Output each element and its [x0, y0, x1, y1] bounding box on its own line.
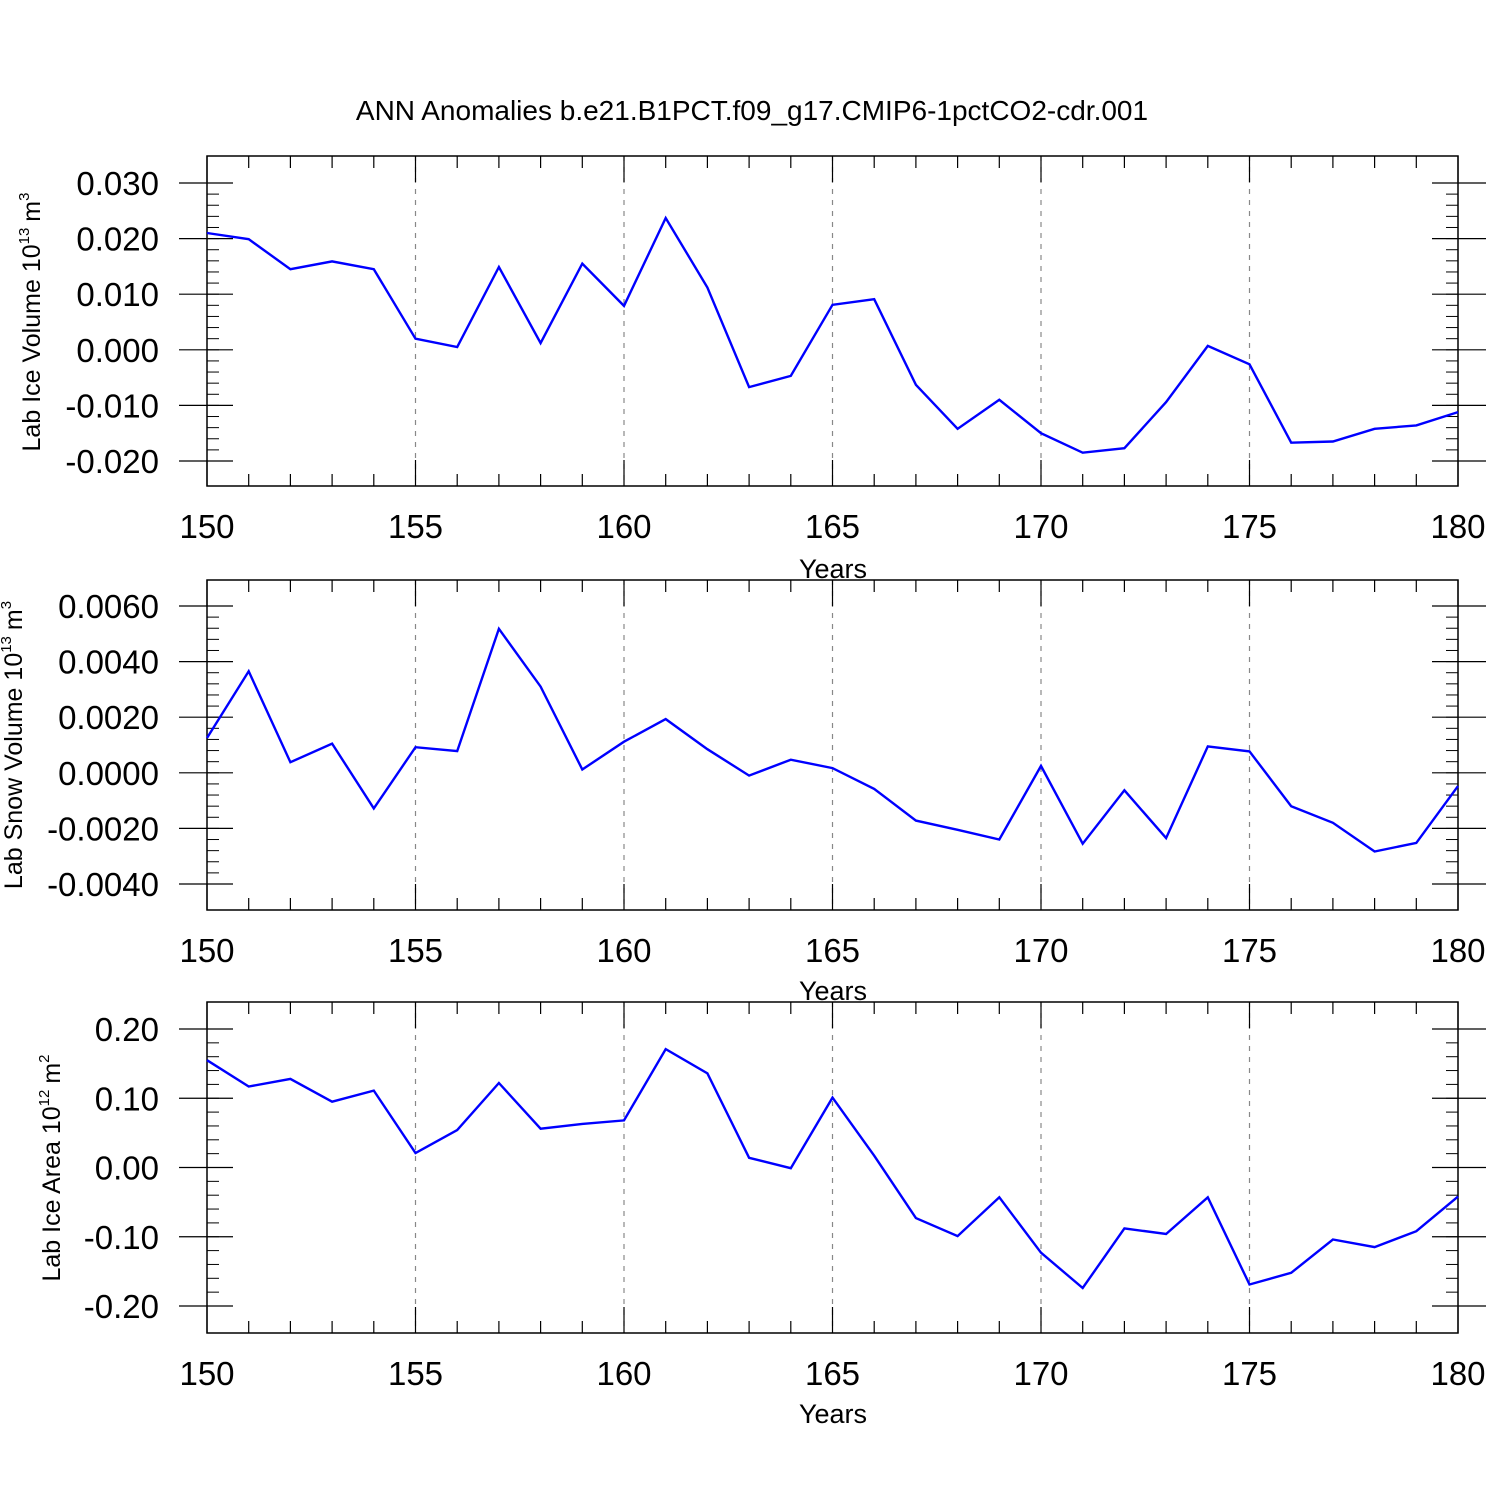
y-tick-label: 0.030 — [76, 165, 159, 202]
y-tick-label: -0.10 — [84, 1219, 159, 1256]
y-tick-label: 0.010 — [76, 276, 159, 313]
x-tick-label: 175 — [1222, 508, 1277, 545]
x-tick-label: 175 — [1222, 1355, 1277, 1392]
x-tick-label: 150 — [179, 1355, 234, 1392]
x-axis-label: Years — [799, 1399, 867, 1429]
x-tick-label: 155 — [388, 932, 443, 969]
x-tick-label: 150 — [179, 932, 234, 969]
x-tick-label: 180 — [1430, 1355, 1485, 1392]
x-axis-label: Years — [799, 554, 867, 584]
y-tick-label: -0.20 — [84, 1288, 159, 1325]
x-axis-label: Years — [799, 976, 867, 1006]
y-tick-label: 0.0060 — [58, 588, 159, 625]
x-tick-label: 160 — [596, 932, 651, 969]
y-tick-label: 0.0000 — [58, 755, 159, 792]
x-tick-label: 160 — [596, 1355, 651, 1392]
y-tick-label: -0.020 — [65, 443, 159, 480]
y-tick-label: 0.00 — [95, 1150, 159, 1187]
y-tick-label: 0.20 — [95, 1011, 159, 1048]
x-tick-label: 165 — [805, 932, 860, 969]
panels-group: -0.020 -0.010 0.000 0.010 0.020 0.030 150 155 16… — [0, 155, 1486, 1429]
panel-2: -0.0040 -0.0020 0.0000 0.0020 0.0040 0.0060 15… — [0, 579, 1486, 1006]
x-tick-label: 180 — [1430, 932, 1485, 969]
x-tick-label: 180 — [1430, 508, 1485, 545]
x-tick-label: 150 — [179, 508, 234, 545]
x-tick-label: 170 — [1013, 508, 1068, 545]
y-tick-label: -0.0040 — [47, 866, 159, 903]
x-tick-label: 165 — [805, 508, 860, 545]
panel-1: -0.020 -0.010 0.000 0.010 0.020 0.030 150 155 16… — [16, 155, 1486, 584]
series-line — [205, 626, 1459, 853]
y-tick-label: 0.000 — [76, 332, 159, 369]
figure-title: ANN Anomalies b.e21.B1PCT.f09_g17.CMIP6-… — [356, 95, 1148, 126]
series-line — [206, 215, 1459, 454]
y-axis-label: Lab Snow Volume 1013m3 — [0, 601, 28, 889]
x-tick-label: 155 — [388, 508, 443, 545]
y-tick-label: 0.10 — [95, 1080, 159, 1117]
y-tick-label: 0.0040 — [58, 644, 159, 681]
x-tick-label: 160 — [596, 508, 651, 545]
x-tick-label: 175 — [1222, 932, 1277, 969]
x-tick-label: 155 — [388, 1355, 443, 1392]
y-tick-label: -0.0020 — [47, 810, 159, 847]
panel-3: -0.20 -0.10 0.00 0.10 0.20 150 155 160 165 170 175… — [36, 1001, 1486, 1429]
y-axis-label: Lab Ice Area 1012m2 — [36, 1055, 66, 1282]
y-tick-label: -0.010 — [65, 387, 159, 424]
x-tick-label: 170 — [1013, 932, 1068, 969]
y-axis-label: Lab Ice Volume 1013m3 — [16, 193, 46, 452]
x-tick-label: 165 — [805, 1355, 860, 1392]
y-tick-label: 0.0020 — [58, 699, 159, 736]
y-tick-label: 0.020 — [76, 221, 159, 258]
x-tick-label: 170 — [1013, 1355, 1068, 1392]
series-line — [206, 1047, 1459, 1290]
